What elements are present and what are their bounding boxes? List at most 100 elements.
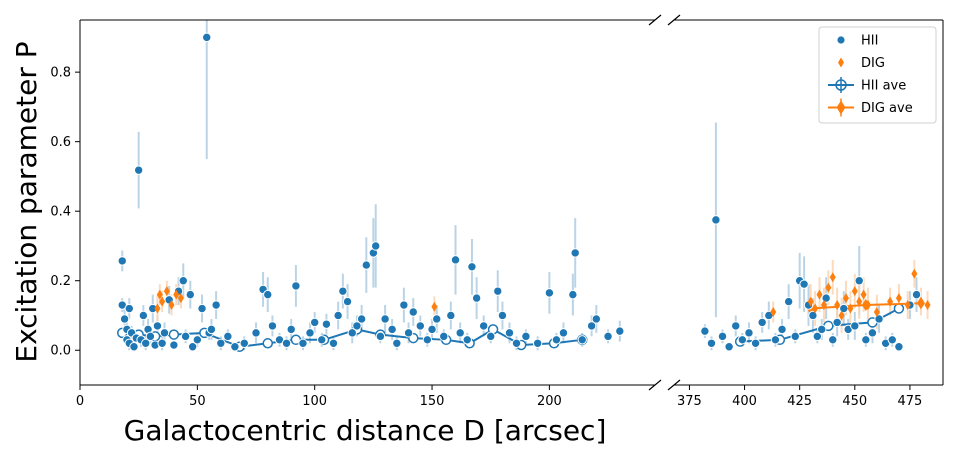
hii-point [544,288,555,298]
hii-ave-marker [168,329,180,340]
hii-point [799,279,809,289]
hii-point [731,321,741,331]
hii-point [124,303,134,314]
hii-point [493,286,503,296]
hii-point [821,293,831,303]
hii-point [521,331,531,342]
hii-point [375,331,386,342]
hii-point [230,342,240,352]
dig-point [154,303,161,314]
dig-point [159,296,166,307]
hii-point [427,324,437,335]
hii-point [157,338,167,348]
hii-point [239,338,249,348]
hii-point [178,276,188,286]
dig-point [825,282,832,293]
hii-point [504,328,515,338]
hii-point [263,289,273,300]
hii-point [187,342,198,352]
axis-break-mark [648,379,662,391]
dig-point [168,300,175,311]
hii-point [854,276,864,286]
hii-point [197,303,207,314]
x-tick-label: 375 [677,394,702,409]
hii-point [387,324,397,335]
hii-point [338,286,348,296]
hii-point [392,338,402,348]
hii-point [770,335,781,345]
hii-point [117,256,127,266]
hii-point [347,328,357,338]
hii-point [551,335,562,345]
dig-point [820,300,827,311]
dig-point [924,300,931,311]
hii-point [138,310,149,321]
hii-point [467,262,477,272]
x-tick-label: 400 [732,394,757,409]
hii-point [478,321,489,331]
legend-label: DIG ave [861,101,913,116]
hii-point [586,321,597,331]
hii-point [145,331,156,342]
legend-box [818,26,937,124]
axis-break-mark [648,14,662,26]
hii-point [603,331,613,342]
hii-point [399,300,409,310]
legend-hii-ave-icon [835,79,847,91]
legend-label: HII ave [861,79,906,94]
hii-point [206,324,217,335]
y-tick-label: 0.0 [50,344,71,359]
hii-point [141,338,151,348]
hii-point [568,289,578,300]
hii-point [305,328,315,338]
dig-point [895,293,902,304]
hii-point [286,324,296,335]
dig-point [173,289,180,300]
dig-point [842,293,849,304]
hii-point [711,215,721,225]
hii-point [129,342,139,352]
hii-point [861,335,871,345]
legend-hii-icon [837,36,845,44]
hii-point [591,314,602,324]
dig-point [431,301,438,312]
hii-point [202,32,212,43]
hii-point [211,300,221,310]
dig-point [829,272,836,283]
dig-point [904,300,911,311]
hii-point [577,335,587,345]
hii-ave-marker [262,338,274,349]
y-tick-label: 0.2 [50,274,71,289]
hii-point [361,260,372,270]
hii-point [192,335,203,345]
hii-point [700,326,710,336]
axes-frame [79,14,944,391]
hii-point [850,321,860,331]
dig-point [838,310,845,321]
hii-point [408,307,418,317]
hii-point [432,314,442,324]
dig-point [873,307,880,317]
hii-point [185,289,196,300]
hii-point [321,319,332,329]
hii-point [832,317,842,328]
dig-point [177,293,184,304]
hii-point [371,241,381,251]
dig-point [847,303,854,314]
dig-point [834,300,841,311]
dig-point [770,307,777,317]
hii-point [532,338,543,348]
hii-point [737,335,748,345]
x-tick-label: 450 [842,394,867,409]
hii-point [352,321,362,331]
hii-point [152,321,163,331]
hii-point [380,314,390,324]
y-tick-label: 0.8 [50,66,71,81]
x-tick-label: 150 [420,394,445,409]
x-tick-label: 200 [537,394,562,409]
dig-point [865,300,872,311]
x-tick-label: 100 [302,394,327,409]
hii-point [724,342,734,352]
dig-point [856,296,863,307]
